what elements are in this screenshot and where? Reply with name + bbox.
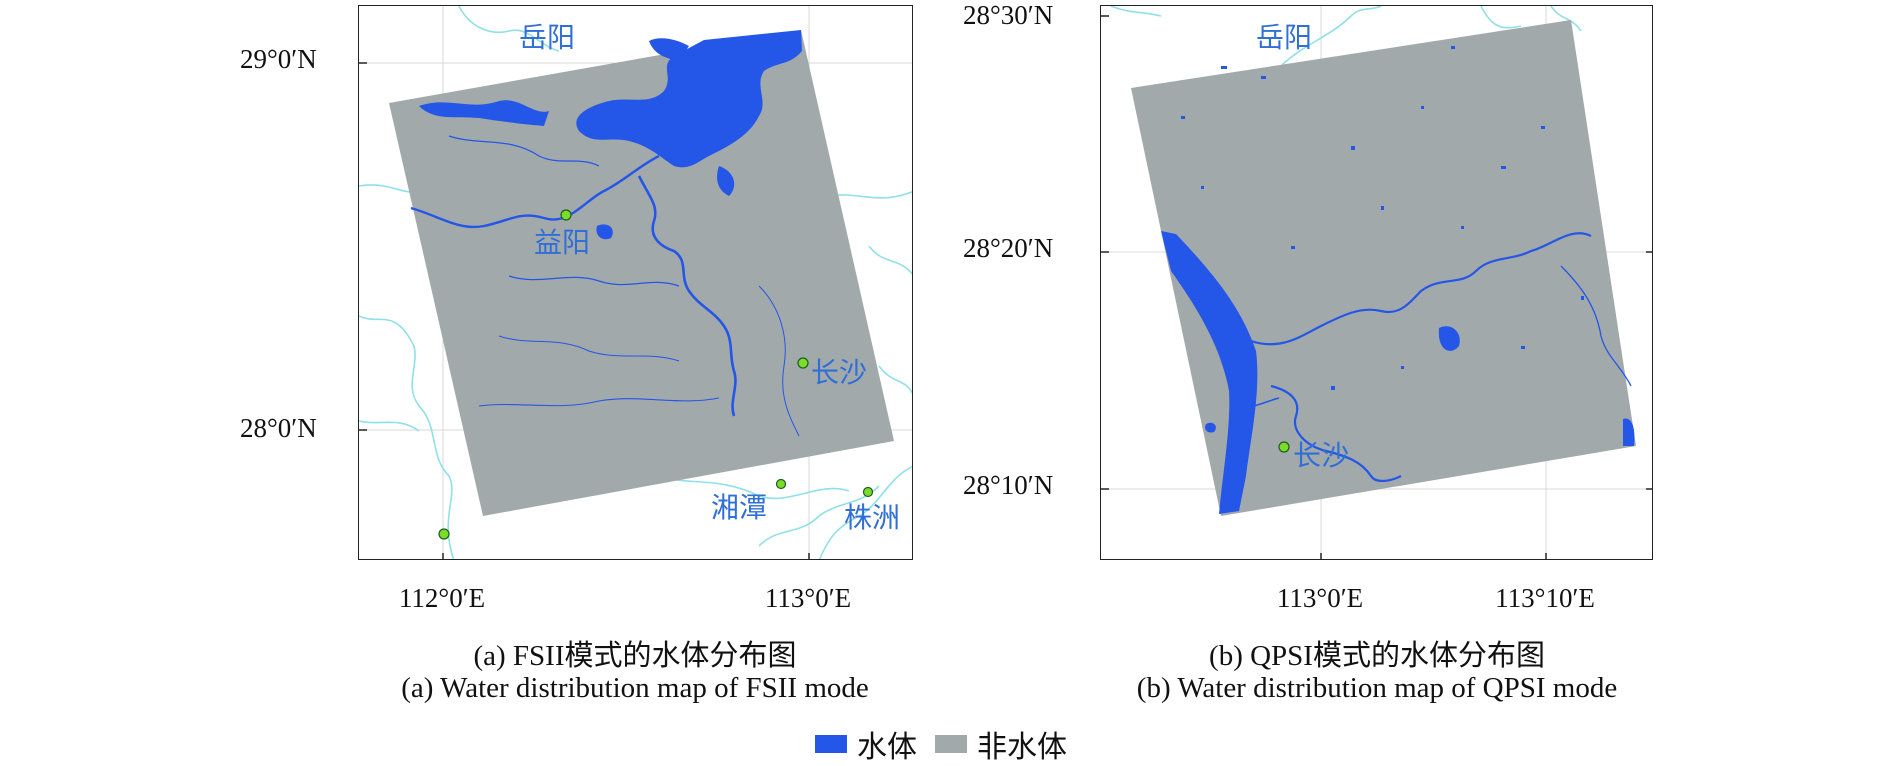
map-b-patch xyxy=(1381,206,1384,210)
map-b-caption-cn: (b) QPSI模式的水体分布图 xyxy=(1209,640,1545,672)
map-b-city-label-changsha: 长沙 xyxy=(1293,439,1350,472)
map-b-patch xyxy=(1181,116,1185,119)
map-a-city-label-changsha: 长沙 xyxy=(811,356,868,389)
map-b-lake xyxy=(1205,422,1216,433)
map-b-frame: 岳阳 长沙 xyxy=(1100,5,1653,560)
map-b-patch xyxy=(1541,126,1545,129)
map-a-water-bodies xyxy=(419,30,802,240)
map-a-lake-fragment xyxy=(717,166,735,196)
map-a-lake-fragment xyxy=(649,38,689,61)
map-b-patch xyxy=(1401,366,1404,369)
map-b-lat-label-28-20: 28°20′N xyxy=(963,233,1054,263)
map-b-lon-label-113-10: 113°10′E xyxy=(1495,583,1595,613)
map-a-river-tributary xyxy=(448,135,600,167)
map-b-patch xyxy=(1521,346,1525,349)
map-b-river-xiangjiang xyxy=(1161,231,1258,514)
map-a-boundary-line xyxy=(458,6,560,52)
map-a-caption-en: (a) Water distribution map of FSII mode xyxy=(401,672,869,704)
map-b-rivers xyxy=(1230,232,1632,482)
map-a-city-label-yiyang: 益阳 xyxy=(534,226,591,259)
map-b-boundary-line xyxy=(1110,6,1162,17)
map-a-boundary-line xyxy=(359,420,420,432)
map-a-river-tributary xyxy=(478,397,720,407)
map-b-river-tributary xyxy=(1560,265,1632,387)
map-a-marker-yiyang xyxy=(560,209,572,221)
map-b-patch xyxy=(1291,246,1295,249)
map-b-marker-changsha xyxy=(1278,441,1290,453)
map-b-patch xyxy=(1421,106,1424,109)
map-b-patch xyxy=(1331,386,1335,390)
map-a-lake-fragment xyxy=(419,100,549,126)
map-a-frame: 岳阳 益阳 长沙 湘潭 株洲 xyxy=(358,5,913,560)
map-a-rivers xyxy=(410,135,800,437)
map-b-river-tributary xyxy=(1270,384,1402,482)
legend-swatch-water xyxy=(815,735,847,753)
map-a-marker-changsha xyxy=(797,357,809,369)
map-a-non-water-area xyxy=(389,30,894,516)
legend: 水体 非水体 xyxy=(815,722,1085,766)
map-b-non-water-area xyxy=(1131,20,1636,516)
legend-item-water: 水体 xyxy=(815,722,917,766)
map-a-marker-zhuzhou xyxy=(862,486,874,498)
map-a-city-label-yueyang: 岳阳 xyxy=(519,21,576,54)
map-a-city-markers xyxy=(438,209,874,540)
map-a-boundary-line xyxy=(868,245,912,275)
map-b-lake xyxy=(1438,326,1460,351)
map-a-caption-cn: (a) FSII模式的水体分布图 xyxy=(473,640,797,672)
map-b-caption-en: (b) Water distribution map of QPSI mode xyxy=(1136,672,1618,704)
map-a-canvas xyxy=(359,6,912,559)
map-b-patch xyxy=(1461,226,1464,229)
map-b-boundaries xyxy=(1110,6,1582,67)
map-b-patch xyxy=(1221,66,1227,69)
map-b-lat-label-28-10: 28°10′N xyxy=(963,470,1054,500)
map-b-patch xyxy=(1351,146,1355,150)
map-a-marker-unlabeled xyxy=(438,528,450,540)
map-b-canvas xyxy=(1101,6,1652,559)
map-a-boundary-line xyxy=(758,485,880,547)
map-a-river-tributary xyxy=(498,335,680,362)
map-b-patch xyxy=(1261,76,1266,79)
map-a-lat-label-28: 28°0′N xyxy=(240,413,317,443)
map-a-lon-label-112: 112°0′E xyxy=(398,583,486,613)
map-a-river-xiangjiang xyxy=(637,175,737,417)
map-a-boundary-line xyxy=(359,315,455,559)
map-a-river-zishui xyxy=(410,154,660,229)
map-a-boundary-line xyxy=(828,190,912,199)
map-a-lat-label-29: 29°0′N xyxy=(240,44,317,74)
map-a-boundary-line xyxy=(658,475,850,500)
map-a-marker-xiangtan xyxy=(775,478,787,490)
map-b-small-water-patches xyxy=(1181,46,1584,390)
map-a-boundary-line xyxy=(878,365,912,395)
map-b-river-tributary xyxy=(1230,397,1280,409)
legend-swatch-non-water xyxy=(935,735,967,753)
map-b-river-liuyang xyxy=(1250,232,1592,346)
map-b-boundary-line xyxy=(1280,6,1382,67)
map-a-boundary-line xyxy=(818,466,912,559)
map-b-boundary-line xyxy=(1550,6,1582,32)
map-a-lake-dongting xyxy=(576,30,802,168)
map-a-lon-label-113: 113°0′E xyxy=(764,583,852,613)
map-a-river-tributary xyxy=(508,275,680,287)
map-a-city-label-xiangtan: 湘潭 xyxy=(711,491,768,524)
map-b-patch xyxy=(1581,296,1584,300)
map-a-river-tributary xyxy=(758,285,800,437)
map-b-ticks xyxy=(1101,15,1652,559)
map-b-lake xyxy=(1623,418,1635,446)
map-b-patch xyxy=(1501,166,1506,169)
map-a-lake-fragment xyxy=(596,224,613,240)
map-a-ticks xyxy=(359,62,810,559)
map-a-city-label-zhuzhou: 株洲 xyxy=(844,501,901,534)
map-b-lon-label-113-0: 113°0′E xyxy=(1276,583,1364,613)
map-b-city-label-yueyang: 岳阳 xyxy=(1256,21,1313,54)
map-b-lat-label-28-30: 28°30′N xyxy=(963,0,1054,30)
map-b-patch xyxy=(1451,46,1455,49)
legend-label-water: 水体 xyxy=(857,730,917,765)
map-b-boundary-line xyxy=(1480,6,1522,29)
map-b-water-bodies xyxy=(1161,231,1635,514)
map-b-patch xyxy=(1201,186,1204,189)
legend-label-non-water: 非水体 xyxy=(977,730,1067,765)
legend-item-non-water: 非水体 xyxy=(935,722,1067,766)
